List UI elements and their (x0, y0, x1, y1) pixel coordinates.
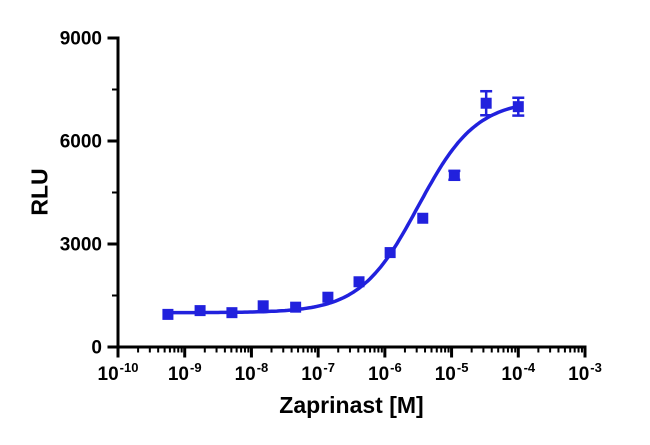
y-tick-label: 3000 (60, 235, 102, 256)
data-point-marker (194, 305, 206, 317)
axes (107, 36, 587, 358)
data-point-marker (162, 308, 174, 320)
x-axis-title: Zaprinast [M] (279, 392, 424, 418)
fit-curve (162, 104, 519, 315)
x-tick-label: 10-10 (98, 360, 139, 385)
y-tick-label: 9000 (60, 29, 102, 50)
data-point-marker (384, 247, 396, 259)
y-axis-title: RLU (26, 168, 53, 216)
x-tick-label: 10-7 (301, 360, 335, 385)
data-point-marker (512, 101, 524, 113)
data-point-marker (353, 276, 365, 288)
y-tick-label: 6000 (60, 132, 102, 153)
x-tick-label: 10-5 (435, 360, 469, 385)
data-point-marker (480, 97, 492, 109)
data-point-marker (448, 169, 460, 181)
x-tick-label: 10-3 (568, 360, 602, 385)
y-tick-label: 0 (91, 338, 102, 359)
data-point-marker (290, 301, 302, 313)
data-series (162, 89, 525, 320)
x-tick-label: 10-6 (368, 360, 402, 385)
x-tick-label: 10-8 (235, 360, 269, 385)
data-point-marker (257, 300, 269, 312)
x-tick-label: 10-9 (168, 360, 202, 385)
data-point-marker (226, 307, 238, 319)
data-point-marker (417, 212, 429, 224)
x-tick-label: 10-4 (501, 360, 535, 385)
data-point-marker (322, 291, 334, 303)
